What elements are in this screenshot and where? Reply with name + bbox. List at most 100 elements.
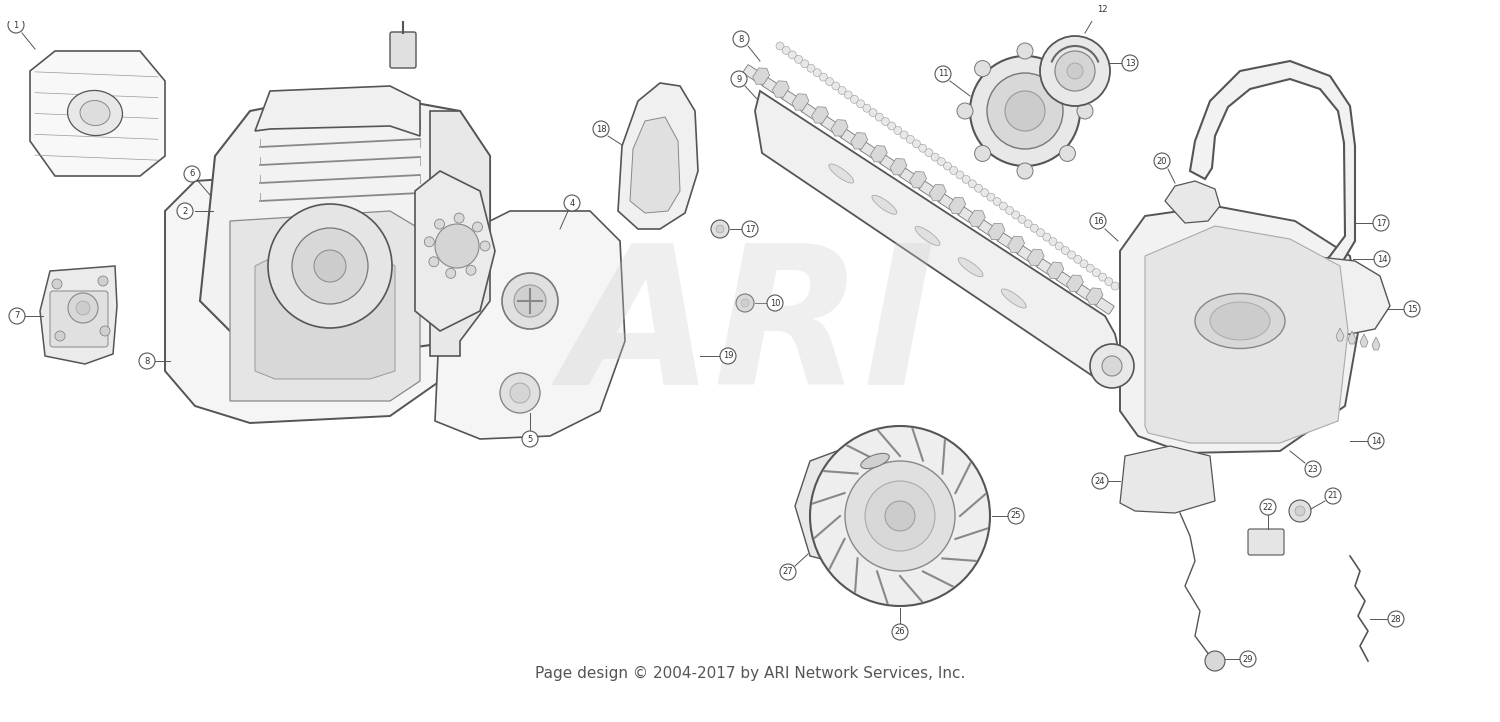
Circle shape	[1090, 344, 1134, 388]
Circle shape	[1094, 1, 1110, 17]
Circle shape	[912, 140, 921, 148]
Ellipse shape	[915, 227, 940, 245]
Polygon shape	[630, 117, 680, 213]
Circle shape	[969, 180, 976, 188]
Circle shape	[934, 66, 951, 82]
Circle shape	[975, 184, 982, 192]
Polygon shape	[255, 251, 394, 379]
Circle shape	[1368, 433, 1384, 449]
Circle shape	[741, 299, 748, 307]
Polygon shape	[795, 448, 880, 564]
Polygon shape	[772, 81, 789, 97]
PathPatch shape	[1190, 61, 1354, 281]
FancyBboxPatch shape	[958, 207, 976, 224]
Circle shape	[819, 116, 830, 126]
FancyBboxPatch shape	[822, 116, 840, 133]
Circle shape	[844, 461, 956, 571]
Circle shape	[865, 481, 934, 551]
Text: 25: 25	[1011, 511, 1022, 521]
Ellipse shape	[68, 90, 123, 136]
Circle shape	[1092, 473, 1108, 489]
Circle shape	[888, 122, 896, 130]
Circle shape	[839, 87, 846, 95]
Polygon shape	[1348, 331, 1356, 344]
Circle shape	[932, 153, 939, 161]
Polygon shape	[890, 159, 908, 175]
Circle shape	[435, 224, 478, 268]
Circle shape	[795, 56, 802, 64]
Circle shape	[975, 145, 990, 162]
Text: 20: 20	[1156, 157, 1167, 165]
Circle shape	[424, 237, 435, 247]
Polygon shape	[1144, 226, 1348, 443]
Circle shape	[56, 331, 64, 341]
Ellipse shape	[958, 258, 982, 277]
Circle shape	[314, 250, 346, 282]
Circle shape	[140, 353, 154, 369]
Polygon shape	[618, 83, 698, 229]
Polygon shape	[230, 211, 420, 401]
Text: 13: 13	[1125, 58, 1136, 67]
Polygon shape	[416, 171, 495, 331]
Circle shape	[1024, 219, 1032, 227]
Polygon shape	[928, 184, 946, 201]
Circle shape	[1005, 206, 1014, 214]
Circle shape	[975, 61, 990, 77]
Circle shape	[833, 82, 840, 90]
Circle shape	[500, 373, 540, 413]
FancyBboxPatch shape	[978, 220, 996, 237]
FancyBboxPatch shape	[939, 194, 957, 211]
Circle shape	[1036, 229, 1044, 237]
Circle shape	[999, 202, 1008, 210]
Circle shape	[789, 51, 796, 59]
Text: 11: 11	[938, 69, 948, 79]
Circle shape	[1086, 264, 1094, 272]
Text: 23: 23	[1308, 464, 1318, 474]
Circle shape	[1068, 251, 1076, 259]
Circle shape	[780, 90, 789, 100]
Circle shape	[1016, 245, 1025, 255]
Text: 28: 28	[1390, 614, 1401, 624]
Circle shape	[1080, 260, 1088, 268]
FancyBboxPatch shape	[880, 155, 898, 172]
FancyBboxPatch shape	[762, 78, 780, 94]
Circle shape	[918, 144, 927, 152]
Circle shape	[68, 293, 98, 323]
Circle shape	[878, 155, 888, 165]
Circle shape	[1030, 225, 1038, 232]
Polygon shape	[40, 266, 117, 364]
Circle shape	[1388, 611, 1404, 627]
Circle shape	[1074, 256, 1082, 264]
Ellipse shape	[1210, 302, 1270, 340]
FancyBboxPatch shape	[1248, 529, 1284, 555]
Text: 21: 21	[1328, 492, 1338, 500]
Text: 26: 26	[894, 627, 906, 637]
Circle shape	[454, 213, 464, 223]
Circle shape	[1090, 213, 1106, 229]
FancyBboxPatch shape	[50, 291, 108, 347]
Text: 16: 16	[1092, 217, 1104, 225]
Text: 15: 15	[1407, 305, 1418, 313]
Circle shape	[1098, 273, 1107, 281]
FancyBboxPatch shape	[842, 129, 860, 146]
Circle shape	[1077, 103, 1094, 119]
Text: 14: 14	[1377, 254, 1388, 264]
Text: 27: 27	[783, 567, 794, 576]
Circle shape	[522, 431, 538, 447]
Circle shape	[882, 118, 890, 126]
Polygon shape	[255, 86, 420, 136]
Circle shape	[177, 203, 194, 219]
Circle shape	[894, 126, 902, 134]
Circle shape	[844, 91, 852, 99]
Ellipse shape	[861, 453, 889, 469]
Text: 7: 7	[15, 311, 20, 321]
Circle shape	[810, 426, 990, 606]
Text: 18: 18	[596, 124, 606, 134]
Circle shape	[856, 100, 864, 108]
Circle shape	[1054, 271, 1064, 281]
Circle shape	[906, 135, 915, 144]
Circle shape	[1204, 651, 1225, 671]
Text: 6: 6	[189, 170, 195, 178]
Circle shape	[1008, 508, 1025, 524]
Circle shape	[9, 308, 26, 324]
